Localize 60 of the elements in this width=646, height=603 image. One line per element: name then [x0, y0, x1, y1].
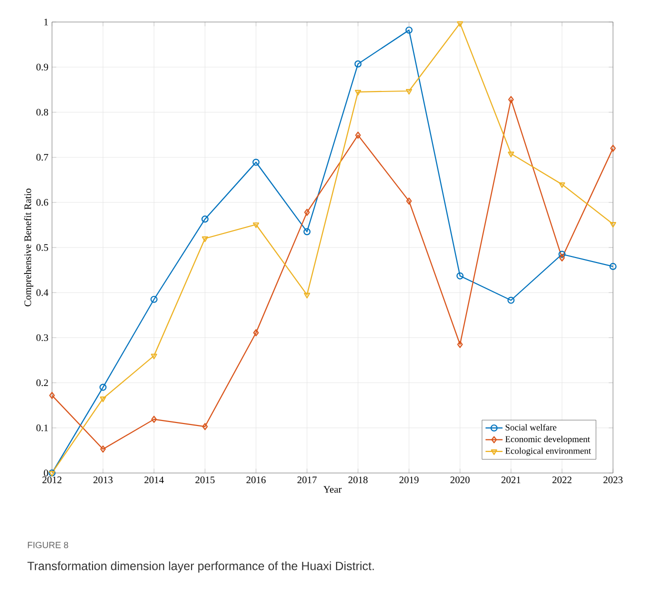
x-tick-label: 2013	[93, 476, 113, 484]
x-tick-label: 2014	[144, 476, 164, 484]
x-tick-label: 2018	[348, 476, 368, 484]
point	[201, 216, 209, 223]
point	[406, 88, 412, 95]
point	[150, 296, 158, 303]
point	[252, 222, 260, 228]
y-tick-label: 0.5	[36, 244, 48, 251]
point	[405, 26, 413, 34]
point	[355, 132, 361, 139]
y-tick-label: 0.9	[36, 64, 48, 70]
y-tick-label: 0.1	[36, 424, 48, 432]
x-tick-label: 2016	[246, 476, 266, 484]
point	[253, 329, 259, 336]
point	[252, 158, 260, 166]
point	[558, 182, 566, 188]
y-tick-label: 0.2	[36, 379, 48, 386]
point	[150, 354, 158, 360]
point	[456, 272, 464, 280]
text: Transformation dimension layer performance of the Huaxi District.	[27, 561, 374, 573]
point	[457, 340, 463, 348]
legend-label: Ecological environment	[505, 448, 591, 456]
y-tick-label: 0.4	[36, 289, 48, 296]
point	[100, 446, 106, 453]
point	[151, 416, 157, 423]
y-tick-label: 0.7	[36, 154, 48, 161]
x-axis-title: Year	[323, 486, 342, 493]
x-tick-label: 2021	[501, 476, 520, 484]
point	[508, 96, 514, 104]
point	[99, 384, 107, 391]
point	[507, 296, 515, 304]
point	[304, 292, 310, 298]
point	[202, 236, 208, 242]
point	[304, 208, 310, 216]
point	[456, 21, 464, 27]
legend-label: Social welfare	[506, 424, 556, 430]
y-tick-label: 0.6	[36, 199, 48, 206]
point	[303, 228, 311, 236]
x-tick-label: 2020	[450, 476, 470, 484]
x-tick-label: 2019	[399, 476, 419, 484]
x-tick-label: 2022	[552, 476, 572, 484]
x-tick-label: 2017	[297, 476, 317, 484]
y-tick-label: 0.3	[36, 334, 48, 342]
point	[558, 250, 566, 258]
point	[508, 152, 514, 158]
legend-label: Economic development	[505, 436, 590, 444]
point	[559, 254, 565, 262]
x-tick-label: 2012	[42, 476, 62, 484]
point	[202, 423, 208, 430]
y-tick-label: 0.8	[36, 108, 48, 116]
y-tick-label: 1	[44, 18, 48, 26]
point	[100, 396, 106, 402]
y-axis-title: Comprehensive Benefit Ratio	[24, 188, 34, 306]
x-tick-label: 2015	[195, 476, 215, 484]
y-tick-label: 0	[44, 470, 48, 476]
point	[406, 198, 412, 205]
x-tick-label: 2023	[603, 476, 623, 484]
point	[354, 90, 362, 96]
caption: FIGURE 8	[28, 542, 68, 548]
point	[354, 60, 362, 68]
